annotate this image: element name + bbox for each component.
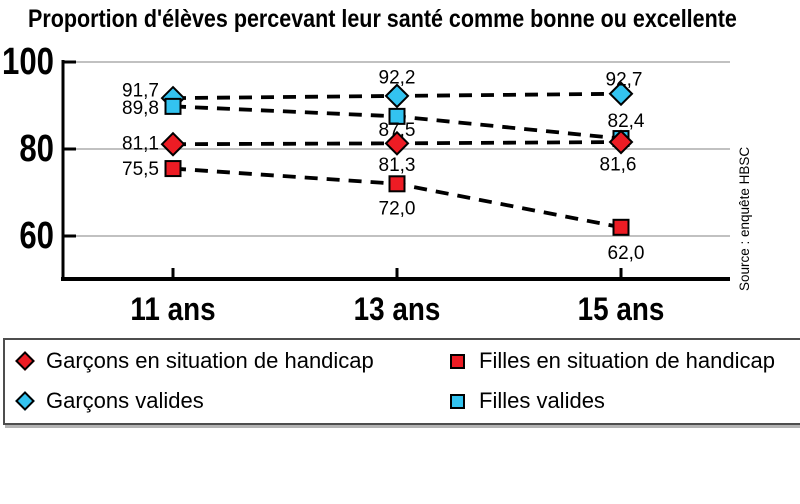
y-tick-label: 100 bbox=[2, 41, 54, 83]
value-label: 81,3 bbox=[379, 155, 416, 176]
legend-item-garcons-handicap: Garçons en situation de handicap bbox=[15, 348, 447, 374]
legend-label: Filles valides bbox=[479, 388, 605, 413]
cyan-square-icon bbox=[450, 393, 465, 409]
cyan-diamond-icon bbox=[15, 391, 35, 411]
chart-title: Proportion d'élèves percevant leur santé… bbox=[28, 5, 737, 33]
y-tick bbox=[63, 234, 76, 238]
y-tick-label: 80 bbox=[19, 128, 54, 170]
value-label: 62,0 bbox=[608, 243, 645, 264]
value-label: 91,7 bbox=[122, 81, 159, 102]
value-label: 81,1 bbox=[122, 134, 159, 155]
square-marker bbox=[164, 160, 182, 178]
y-tick-label: 60 bbox=[19, 215, 54, 257]
legend-item-filles-handicap: Filles en situation de handicap bbox=[447, 348, 800, 374]
value-label: 75,5 bbox=[122, 159, 159, 180]
value-label: 87,5 bbox=[379, 120, 416, 141]
x-tick bbox=[619, 268, 623, 279]
legend-label: Garçons en situation de handicap bbox=[46, 348, 374, 373]
y-tick bbox=[63, 60, 76, 64]
x-tick bbox=[395, 268, 399, 279]
chart-legend: Garçons en situation de handicap Filles … bbox=[3, 338, 800, 425]
diamond-marker bbox=[608, 81, 634, 107]
value-label: 92,7 bbox=[606, 69, 643, 90]
legend-label: Garçons valides bbox=[46, 388, 204, 413]
x-category-label: 15 ans bbox=[578, 292, 665, 327]
source-note: Source : enquête HBSC bbox=[737, 146, 752, 292]
y-axis-line bbox=[61, 60, 65, 279]
health-perception-chart: 100 80 60 11 ans 13 ans 15 ans 81,1 81,3 81,6 75,… bbox=[2, 41, 730, 327]
legend-item-garcons-valides: Garçons valides bbox=[15, 388, 447, 414]
square-marker bbox=[612, 218, 630, 236]
diamond-marker bbox=[384, 83, 410, 109]
legend-label: Filles en situation de handicap bbox=[479, 348, 775, 373]
square-marker bbox=[388, 107, 406, 125]
value-label: 81,6 bbox=[600, 155, 637, 176]
square-marker bbox=[388, 175, 406, 193]
value-label: 82,4 bbox=[608, 111, 645, 132]
red-diamond-icon bbox=[15, 351, 35, 371]
value-label: 72,0 bbox=[379, 198, 416, 219]
x-category-label: 11 ans bbox=[130, 292, 215, 327]
value-label: 92,2 bbox=[379, 67, 416, 88]
x-category-label: 13 ans bbox=[354, 292, 441, 327]
x-tick bbox=[171, 268, 175, 279]
red-square-icon bbox=[450, 353, 465, 369]
value-label: 89,8 bbox=[122, 98, 159, 119]
diamond-marker bbox=[608, 129, 634, 155]
diamond-marker bbox=[160, 131, 186, 157]
square-marker bbox=[164, 97, 182, 115]
y-tick bbox=[63, 147, 76, 151]
diamond-marker bbox=[384, 130, 410, 156]
legend-item-filles-valides: Filles valides bbox=[447, 388, 800, 414]
